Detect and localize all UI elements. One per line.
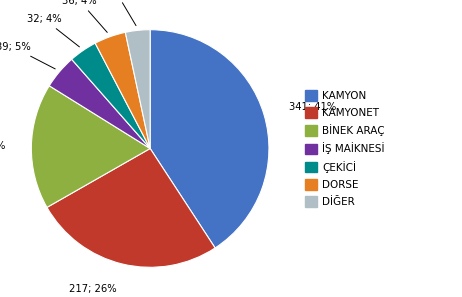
Wedge shape (49, 59, 150, 148)
Wedge shape (47, 148, 215, 267)
Wedge shape (95, 32, 150, 148)
Text: 217; 26%: 217; 26% (68, 285, 116, 294)
Wedge shape (150, 30, 269, 248)
Wedge shape (125, 30, 150, 148)
Text: 39; 5%: 39; 5% (0, 42, 55, 69)
Text: 143; 17%: 143; 17% (0, 141, 5, 151)
Wedge shape (31, 86, 150, 207)
Text: 36; 4%: 36; 4% (62, 0, 107, 32)
Text: 32; 4%: 32; 4% (27, 14, 79, 47)
Wedge shape (72, 43, 150, 148)
Text: 341; 41%: 341; 41% (289, 102, 336, 112)
Text: 28; 3%: 28; 3% (99, 0, 136, 26)
Legend: KAMYON, KAMYONET, BİNEK ARAÇ, İŞ MAİKNESİ, ÇEKİCİ, DORSE, DİĞER: KAMYON, KAMYONET, BİNEK ARAÇ, İŞ MAİKNES… (300, 86, 389, 211)
